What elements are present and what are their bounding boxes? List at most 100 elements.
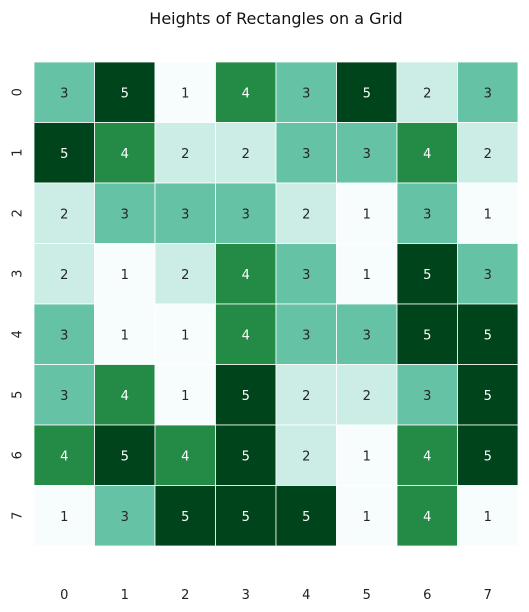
heatmap-cell-r4-c7 — [457, 303, 519, 365]
y-tick-label: 1 — [11, 149, 26, 157]
cell-label-r4-c5: 3 — [363, 328, 371, 343]
cell-label-r3-c1: 1 — [121, 268, 129, 283]
heatmap-cell-r1-c5 — [336, 122, 398, 184]
cell-label-r6-c6: 4 — [423, 449, 431, 464]
heatmap-cell-r3-c0 — [33, 243, 95, 305]
heatmap-cell-r4-c6 — [396, 303, 458, 365]
cell-label-r7-c6: 4 — [423, 510, 431, 525]
cell-label-r1-c1: 4 — [121, 147, 129, 162]
y-tick-label: 4 — [11, 330, 26, 338]
heatmap-cell-r0-c5 — [336, 61, 398, 123]
chart-title: Heights of Rectangles on a Grid — [149, 9, 402, 28]
cell-label-r2-c7: 1 — [484, 207, 492, 222]
heatmap-cell-r6-c5 — [336, 424, 398, 486]
cell-label-r0-c0: 3 — [60, 86, 68, 101]
cell-label-r3-c5: 1 — [363, 268, 371, 283]
heatmap-cell-r0-c7 — [457, 61, 519, 123]
x-tick-label: 2 — [181, 588, 189, 603]
cell-label-r7-c3: 5 — [242, 510, 250, 525]
heatmap-cell-r7-c3 — [215, 485, 277, 547]
heatmap-cell-r7-c7 — [457, 485, 519, 547]
cell-label-r6-c4: 2 — [302, 449, 310, 464]
cell-label-r6-c3: 5 — [242, 449, 250, 464]
heatmap-cell-r6-c1 — [94, 424, 156, 486]
cell-label-r1-c7: 2 — [484, 147, 492, 162]
cell-label-r7-c1: 3 — [121, 510, 129, 525]
cell-label-r6-c7: 5 — [484, 449, 492, 464]
heatmap-cell-r0-c2 — [154, 61, 216, 123]
cell-label-r5-c6: 3 — [423, 389, 431, 404]
heatmap-cell-r5-c4 — [275, 364, 337, 426]
heatmap-cell-r7-c5 — [336, 485, 398, 547]
cell-label-r3-c4: 3 — [302, 268, 310, 283]
cell-label-r2-c1: 3 — [121, 207, 129, 222]
heatmap-cell-r4-c4 — [275, 303, 337, 365]
cell-label-r5-c4: 2 — [302, 389, 310, 404]
cell-label-r6-c2: 4 — [181, 449, 189, 464]
cell-label-r6-c0: 4 — [60, 449, 68, 464]
cell-label-r5-c2: 1 — [181, 389, 189, 404]
y-tick-label: 5 — [11, 391, 26, 399]
heatmap-cell-r4-c2 — [154, 303, 216, 365]
x-tick-label: 4 — [302, 588, 310, 603]
cell-label-r3-c2: 2 — [181, 268, 189, 283]
cell-label-r4-c0: 3 — [60, 328, 68, 343]
heatmap-cell-r3-c4 — [275, 243, 337, 305]
heatmap-cell-r6-c4 — [275, 424, 337, 486]
heatmap-cell-r2-c0 — [33, 182, 95, 244]
y-tick-label: 2 — [11, 209, 26, 217]
cell-label-r3-c3: 4 — [242, 268, 250, 283]
heatmap-cell-r6-c7 — [457, 424, 519, 486]
cell-label-r7-c0: 1 — [60, 510, 68, 525]
heatmap-cell-r3-c2 — [154, 243, 216, 305]
heatmap-cell-r6-c0 — [33, 424, 95, 486]
cell-label-r0-c6: 2 — [423, 86, 431, 101]
y-tick-label: 7 — [11, 512, 26, 520]
x-tick-label: 7 — [484, 588, 492, 603]
heatmap-cell-r5-c6 — [396, 364, 458, 426]
heatmap-cell-r2-c1 — [94, 182, 156, 244]
heatmap-cells: 3 5 1 4 3 5 2 3 5 4 2 2 3 3 4 2 2 3 3 3 2 1 3 1 2 1 2 4 3 1 5 3 3 1 1 4 3 3 5 5… — [33, 61, 519, 547]
cell-label-r1-c5: 3 — [363, 147, 371, 162]
heatmap-cell-r5-c5 — [336, 364, 398, 426]
heatmap-cell-r1-c3 — [215, 122, 277, 184]
heatmap-cell-r1-c7 — [457, 122, 519, 184]
cell-label-r7-c5: 1 — [363, 510, 371, 525]
y-tick-label: 0 — [11, 88, 26, 96]
cell-label-r4-c1: 1 — [121, 328, 129, 343]
cell-label-r2-c4: 2 — [302, 207, 310, 222]
heatmap-cell-r7-c0 — [33, 485, 95, 547]
cell-label-r0-c3: 4 — [242, 86, 250, 101]
heatmap-cell-r5-c7 — [457, 364, 519, 426]
heatmap-cell-r0-c1 — [94, 61, 156, 123]
cell-label-r5-c3: 5 — [242, 389, 250, 404]
heatmap-cell-r2-c2 — [154, 182, 216, 244]
cell-label-r7-c4: 5 — [302, 510, 310, 525]
heatmap-cell-r2-c5 — [336, 182, 398, 244]
cell-label-r3-c7: 3 — [484, 268, 492, 283]
cell-label-r2-c5: 1 — [363, 207, 371, 222]
cell-label-r5-c5: 2 — [363, 389, 371, 404]
cell-label-r3-c0: 2 — [60, 268, 68, 283]
heatmap-cell-r4-c5 — [336, 303, 398, 365]
heatmap-cell-r5-c1 — [94, 364, 156, 426]
cell-label-r0-c1: 5 — [121, 86, 129, 101]
heatmap-cell-r0-c0 — [33, 61, 95, 123]
heatmap-cell-r2-c3 — [215, 182, 277, 244]
y-tick-label: 6 — [11, 451, 26, 459]
heatmap-cell-r1-c1 — [94, 122, 156, 184]
heatmap-cell-r6-c2 — [154, 424, 216, 486]
x-tick-label: 0 — [60, 588, 68, 603]
cell-label-r3-c6: 5 — [423, 268, 431, 283]
cell-label-r1-c3: 2 — [242, 147, 250, 162]
cell-label-r7-c7: 1 — [484, 510, 492, 525]
heatmap-cell-r0-c3 — [215, 61, 277, 123]
heatmap-cell-r4-c3 — [215, 303, 277, 365]
cell-label-r2-c3: 3 — [242, 207, 250, 222]
cell-label-r2-c0: 2 — [60, 207, 68, 222]
heatmap-cell-r5-c2 — [154, 364, 216, 426]
heatmap-cell-r2-c7 — [457, 182, 519, 244]
heatmap-cell-r3-c3 — [215, 243, 277, 305]
heatmap-cell-r6-c6 — [396, 424, 458, 486]
